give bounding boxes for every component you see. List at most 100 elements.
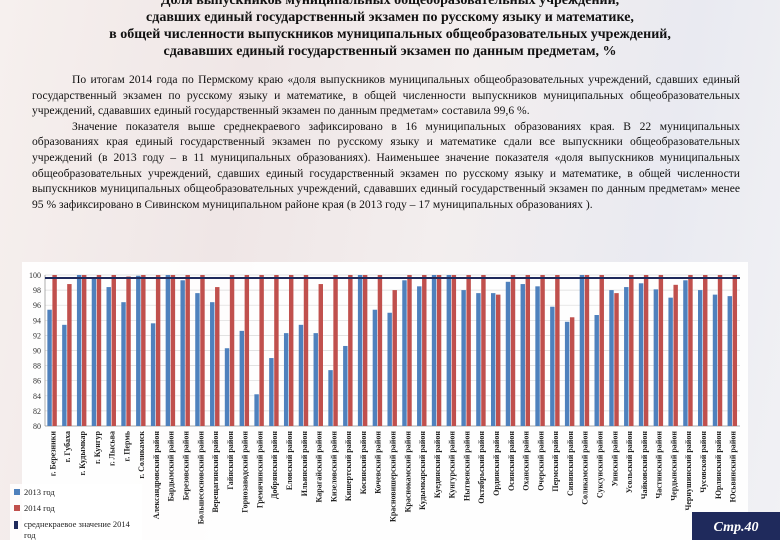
bar (239, 330, 245, 426)
x-tick-label: Октябрьский район (477, 431, 486, 504)
x-tick-label: Верещагинский район (211, 431, 220, 513)
bar (525, 275, 531, 426)
x-tick-label: Красновишерский район (389, 431, 398, 522)
bar (594, 315, 599, 426)
bar (200, 275, 205, 426)
x-tick-label: Гайнский район (226, 431, 235, 490)
x-tick-label: Чайковский район (640, 431, 649, 500)
x-tick-label: Юрлинский район (714, 431, 723, 499)
x-tick-label: г. Пермь (122, 430, 131, 461)
bar (81, 275, 87, 426)
paragraph: По итогам 2014 года по Пермскому краю «д… (32, 73, 740, 118)
body-text: По итогам 2014 года по Пермскому краю «д… (32, 72, 740, 212)
bar (318, 284, 323, 426)
bar (638, 283, 644, 426)
legend-label: 2013 год (24, 487, 55, 497)
bar (215, 287, 220, 426)
bar (520, 284, 525, 426)
bar (372, 309, 378, 426)
bar (259, 275, 264, 426)
bar (106, 287, 111, 426)
bar (165, 275, 171, 426)
bar (481, 275, 486, 426)
title-line: сдававших единый государственный экзамен… (163, 44, 617, 59)
bar (688, 275, 693, 426)
x-tick-label: Кочевский район (374, 431, 383, 494)
x-tick-label: Кишертский район (344, 431, 353, 502)
x-tick-label: Сивинский район (566, 431, 575, 496)
bar (490, 293, 496, 426)
bar (298, 324, 304, 426)
bar (466, 275, 471, 426)
x-tick-label: Бардымский район (167, 431, 176, 502)
page-number: Стр.40 (714, 520, 759, 535)
bar (643, 275, 649, 426)
title: Доля выпускников муниципальных общеобраз… (20, 0, 760, 60)
bar (717, 275, 723, 426)
x-tick-label: г. Лысьва (108, 431, 117, 466)
bar (377, 275, 383, 426)
bar (510, 275, 516, 426)
paragraph: Значение показателя выше среднекраевого … (32, 119, 740, 211)
bar (283, 333, 289, 426)
legend-label: 2014 год (24, 503, 55, 513)
bar (111, 275, 116, 426)
legend-swatch (14, 505, 20, 511)
x-tick-label: Куединский район (433, 431, 442, 499)
y-tick-label: 90 (33, 347, 41, 356)
bar (185, 275, 190, 426)
bar (303, 275, 309, 426)
bar (564, 321, 570, 426)
bar (387, 312, 392, 426)
title-line: сдавших единый государственный экзамен п… (146, 10, 634, 25)
bar (407, 275, 412, 426)
bar (569, 317, 575, 426)
bar (269, 358, 274, 426)
bar (550, 306, 555, 426)
bar (535, 286, 540, 426)
x-tick-label: Большесосновский район (196, 431, 205, 525)
bar (653, 289, 659, 426)
x-tick-label: Уинский район (610, 431, 619, 487)
bar (180, 280, 185, 426)
bar (288, 275, 294, 426)
x-tick-label: Чердынский район (669, 431, 678, 501)
x-tick-label: г. Кунгур (93, 430, 102, 464)
x-tick-label: Ильинский район (300, 431, 309, 497)
bar (343, 345, 348, 426)
bar (274, 275, 279, 426)
bar (436, 275, 442, 426)
bar (210, 302, 215, 426)
bar (62, 324, 67, 426)
y-tick-label: 94 (33, 316, 41, 325)
x-tick-label: Усольский район (625, 431, 634, 494)
bar (703, 275, 708, 426)
x-tick-label: Нытвенский район (462, 431, 471, 501)
bar (229, 275, 235, 426)
bar (683, 280, 688, 426)
bar (333, 275, 338, 426)
x-tick-label: Карагайский район (315, 431, 324, 503)
x-tick-label: Кудымкарский район (418, 431, 427, 510)
y-tick-label: 82 (33, 407, 41, 416)
bar (540, 275, 545, 426)
bar (624, 287, 629, 426)
bar (673, 284, 678, 426)
bar (609, 290, 614, 426)
y-tick-label: 80 (33, 422, 41, 431)
bar (121, 302, 126, 426)
x-tick-label: Горнозаводский район (241, 431, 250, 513)
x-tick-label: г. Соликамск (137, 431, 146, 479)
bar (150, 323, 156, 426)
bar (155, 275, 161, 426)
x-tick-label: Кизеловский район (329, 431, 338, 502)
bar (584, 275, 590, 426)
x-tick-label: Александровский район (152, 431, 161, 520)
bar (732, 275, 738, 426)
bar (348, 275, 353, 426)
bar (244, 275, 250, 426)
x-tick-label: Частинский район (655, 431, 664, 499)
bar (224, 348, 230, 426)
x-tick-label: г. Кудымкар (78, 430, 87, 475)
